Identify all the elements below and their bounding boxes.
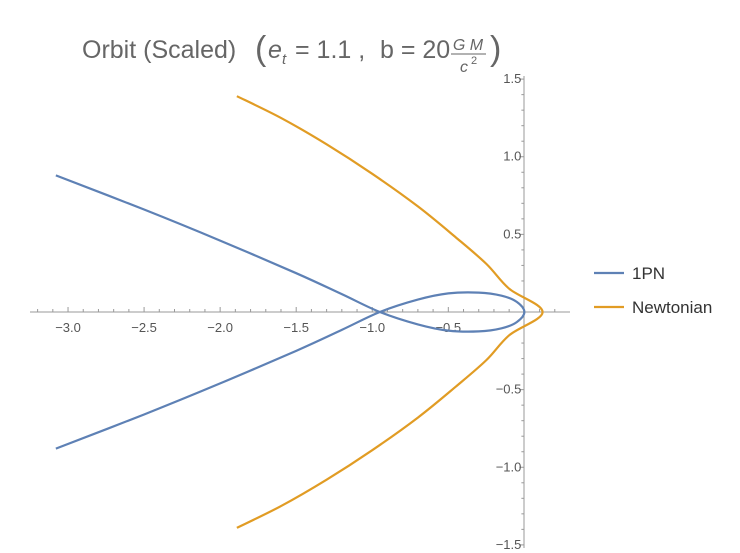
title-e-symbol: e: [268, 36, 282, 64]
x-tick-label: −0.5: [435, 320, 461, 335]
title-b-text: b = 20: [380, 36, 450, 64]
x-tick-label: −3.0: [55, 320, 81, 335]
y-tick-label: −1.0: [496, 459, 522, 474]
legend: 1PN Newtonian: [594, 264, 712, 317]
y-tick-label: 0.5: [503, 226, 521, 241]
legend-label-newtonian: Newtonian: [632, 298, 712, 317]
title-e-value: = 1.1 ,: [295, 36, 365, 64]
x-tick-label: −1.0: [359, 320, 385, 335]
plot-series: [55, 95, 544, 529]
series-line-newtonian: [236, 95, 544, 529]
title-open-paren: (: [255, 30, 267, 68]
legend-label-1pn: 1PN: [632, 264, 665, 283]
y-tick-label: 1.5: [503, 71, 521, 86]
x-tick-label: −2.5: [131, 320, 157, 335]
title-close-paren: ): [490, 30, 501, 68]
y-tick-label: −1.5: [496, 537, 522, 552]
chart-title: Orbit (Scaled) ( e t = 1.1 , b = 20 G M …: [82, 30, 501, 76]
series-line-1pn: [55, 174, 526, 450]
title-denominator-exponent: 2: [471, 55, 477, 67]
x-tick-label: −2.0: [207, 320, 233, 335]
x-axis-ticks: −3.0 −2.5 −2.0 −1.5 −1.0 −0.5: [37, 307, 556, 335]
x-tick-label: −1.5: [283, 320, 309, 335]
title-e-subscript: t: [282, 51, 287, 68]
title-main: Orbit (Scaled): [82, 36, 236, 64]
y-tick-label: 1.0: [503, 149, 521, 164]
title-numerator: G M: [453, 37, 484, 54]
title-denominator: c: [460, 59, 468, 76]
y-tick-label: −0.5: [496, 382, 522, 397]
